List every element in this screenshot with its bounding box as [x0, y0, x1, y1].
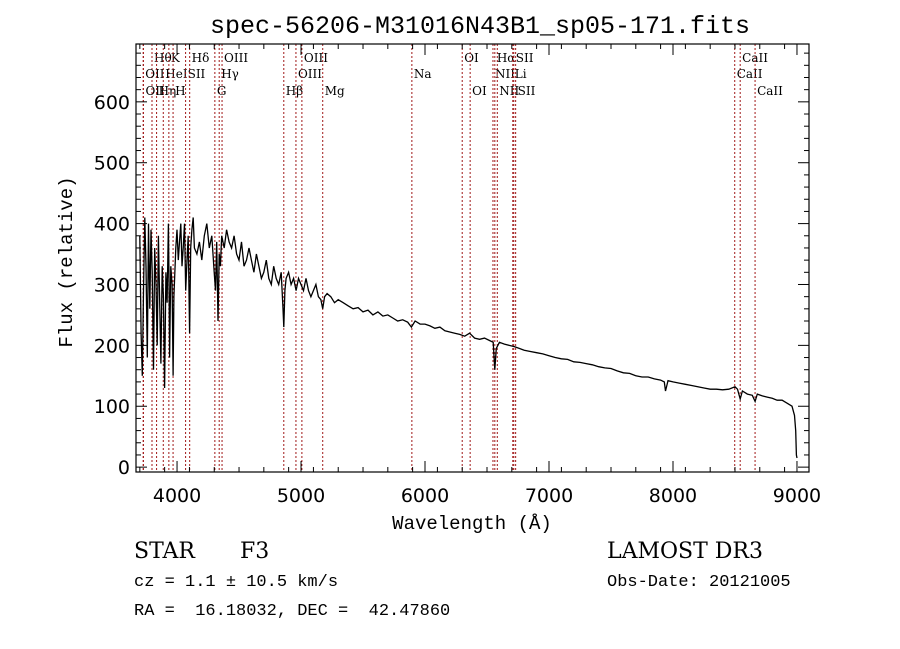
- coordinates-line: RA = 16.18032, DEC = 42.47860: [134, 602, 451, 621]
- line-marker-label: Li: [515, 67, 527, 81]
- line-marker-label: G: [217, 84, 227, 98]
- line-markers: HθOIIOIIKHeIHηHSIIHδOIIIHγGHβOIIIOIIIMgN…: [142, 44, 783, 472]
- y-tick-label: 100: [94, 396, 130, 418]
- chart-title: spec-56206-M31016N43B1_sp05-171.fits: [210, 12, 750, 41]
- line-marker-label: Hδ: [192, 51, 210, 65]
- line-marker-label: OI: [464, 51, 479, 65]
- line-marker-label: K: [171, 51, 181, 65]
- line-marker-label: Mg: [325, 84, 345, 98]
- line-marker-label: H: [175, 84, 185, 98]
- line-marker-label: CaII: [737, 67, 763, 81]
- line-marker-label: Hβ: [286, 84, 303, 98]
- redshift-line: cz = 1.1 ± 10.5 km/s: [134, 573, 339, 592]
- y-tick-label: 600: [94, 92, 130, 114]
- object-class: STAR: [134, 539, 195, 564]
- line-marker-label: Na: [414, 67, 432, 81]
- axis-ticks: 4000 5000 6000 7000 8000 9000 0 100 200 300 400 500…: [94, 44, 821, 507]
- line-marker-label: Hα: [497, 51, 516, 65]
- subclass: F3: [240, 539, 270, 564]
- y-axis-label: Flux (relative): [56, 176, 78, 347]
- y-tick-label: 0: [118, 457, 130, 479]
- x-axis-label: Wavelength (Å): [392, 513, 552, 535]
- line-marker-label: OII: [145, 67, 165, 81]
- obs-date-line: Obs-Date: 20121005: [607, 573, 791, 592]
- line-marker-label: OIII: [304, 51, 328, 65]
- line-marker-label: CaII: [757, 84, 783, 98]
- x-tick-label: 4000: [153, 485, 201, 507]
- line-marker-label: Hη: [159, 84, 177, 98]
- line-marker-label: NII: [499, 84, 519, 98]
- x-tick-label: 8000: [649, 485, 697, 507]
- x-tick-label: 7000: [525, 485, 573, 507]
- x-tick-label: 9000: [773, 485, 821, 507]
- y-tick-label: 200: [94, 335, 130, 357]
- y-tick-label: 300: [94, 274, 130, 296]
- object-class-line: STAR F3: [134, 539, 269, 564]
- line-marker-label: NII: [495, 67, 515, 81]
- line-marker-label: OIII: [224, 51, 248, 65]
- line-marker-label: SII: [188, 67, 206, 81]
- line-marker-label: OI: [472, 84, 487, 98]
- plot-frame: [135, 43, 810, 473]
- line-marker-label: HeI: [165, 67, 188, 81]
- spectrum-line: [139, 217, 798, 459]
- survey-label: LAMOST DR3: [607, 539, 763, 564]
- line-marker-label: OII: [145, 84, 165, 98]
- line-marker-label: SII: [516, 51, 534, 65]
- y-tick-label: 500: [94, 153, 130, 175]
- line-marker-label: OIII: [298, 67, 322, 81]
- x-tick-label: 5000: [277, 485, 325, 507]
- line-marker-label: SII: [518, 84, 536, 98]
- y-tick-label: 400: [94, 214, 130, 236]
- line-marker-label: Hγ: [221, 67, 239, 81]
- x-tick-label: 6000: [401, 485, 449, 507]
